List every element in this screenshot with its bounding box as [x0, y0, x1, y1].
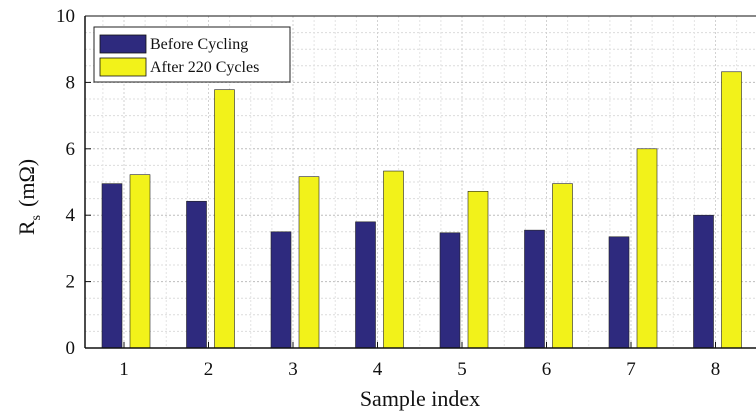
x-tick-label: 4: [373, 359, 383, 380]
y-tick-label: 4: [66, 205, 76, 226]
x-tick-label: 8: [711, 359, 721, 380]
y-tick-label: 10: [56, 6, 75, 27]
bar-after-220-cycles: [637, 149, 657, 348]
legend-label-after: After 220 Cycles: [150, 59, 259, 76]
bar-after-220-cycles: [468, 191, 488, 348]
bar-before-cycling: [440, 233, 460, 348]
bars: [102, 72, 742, 348]
bar-before-cycling: [356, 222, 376, 348]
x-tick-label: 3: [288, 359, 298, 380]
bar-after-220-cycles: [215, 90, 235, 348]
bar-before-cycling: [271, 232, 291, 348]
y-tick-labels: 0 2 4 6 8 10: [56, 6, 76, 359]
y-tick-label: 2: [66, 272, 76, 293]
y-axis-title-main: R: [14, 220, 39, 235]
bar-after-220-cycles: [130, 175, 150, 348]
bar-before-cycling: [187, 201, 207, 348]
bar-before-cycling: [609, 237, 629, 348]
bar-after-220-cycles: [553, 184, 573, 348]
y-tick-label: 8: [66, 72, 76, 93]
legend-swatch-after: [100, 58, 146, 76]
bar-before-cycling: [102, 184, 122, 348]
bar-before-cycling: [525, 230, 545, 348]
x-tick-label: 1: [119, 359, 129, 380]
x-tick-label: 5: [457, 359, 467, 380]
y-axis-title-sub: s: [29, 215, 44, 220]
legend-swatch-before: [100, 35, 146, 53]
x-tick-label: 2: [204, 359, 214, 380]
legend: Before Cycling After 220 Cycles: [94, 27, 290, 82]
bar-after-220-cycles: [722, 72, 742, 348]
bar-after-220-cycles: [384, 171, 404, 348]
y-tick-label: 6: [66, 139, 76, 160]
x-tick-labels: 1 2 3 4 5 6 7 8: [119, 359, 720, 380]
legend-label-before: Before Cycling: [150, 36, 248, 53]
bar-before-cycling: [694, 215, 714, 348]
y-axis-title-unit: (mΩ): [14, 159, 39, 207]
x-tick-label: 7: [626, 359, 636, 380]
x-tick-label: 6: [542, 359, 552, 380]
x-axis-title: Sample index: [360, 386, 480, 411]
svg-text:Rs(mΩ): Rs (mΩ): [14, 159, 44, 235]
y-tick-label: 0: [66, 338, 76, 359]
bar-after-220-cycles: [299, 177, 319, 348]
y-axis-title: Rs (mΩ): [14, 159, 44, 235]
